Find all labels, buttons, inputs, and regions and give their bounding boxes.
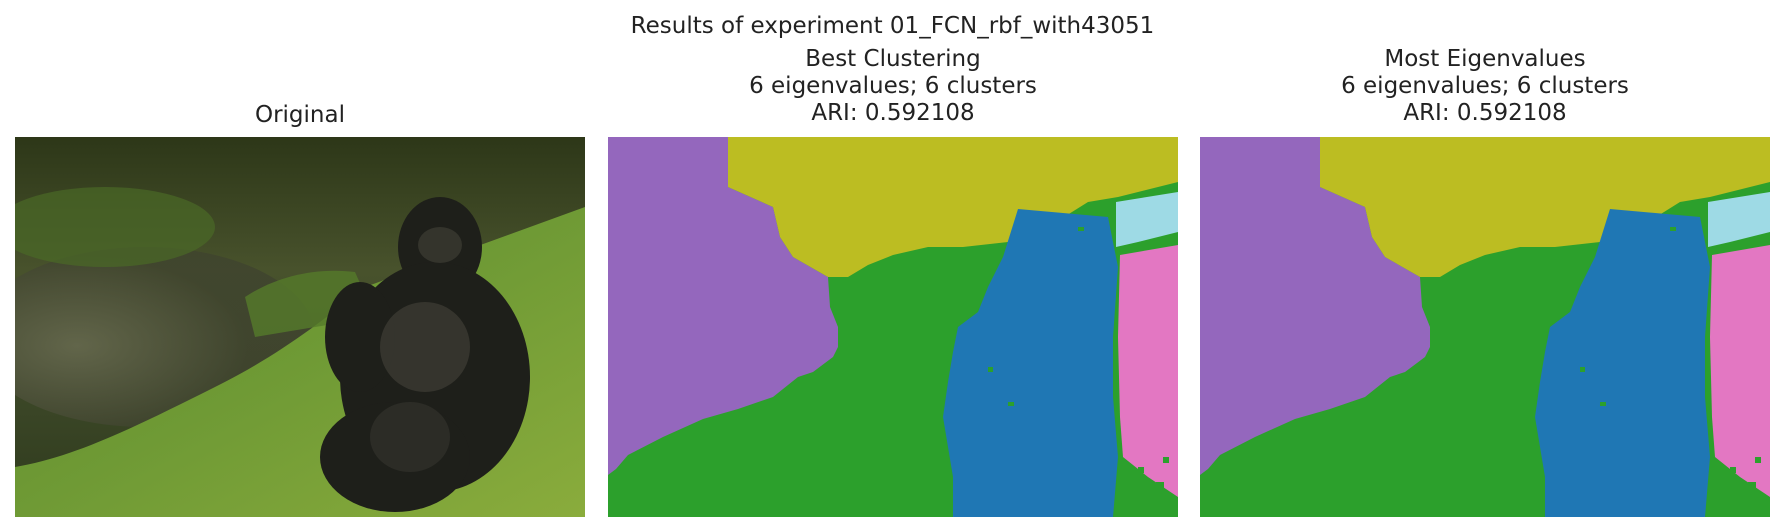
- panel-best-title-line-3: ARI: 0.592108: [811, 100, 975, 126]
- panel-best-title-line-1: Best Clustering: [805, 46, 981, 72]
- panel-most-title-line-2: 6 eigenvalues; 6 clusters: [1341, 73, 1629, 99]
- panel-best-title: Best Clustering 6 eigenvalues; 6 cluster…: [608, 46, 1178, 127]
- best-clustering-segmentation: [608, 137, 1178, 517]
- panel-most-title-line-1: Most Eigenvalues: [1384, 46, 1586, 72]
- cluster-blue: [943, 209, 1118, 517]
- panel-original-title-line: Original: [254, 102, 345, 128]
- original-photo: [15, 137, 585, 517]
- most-eigenvalues-segmentation: [1200, 137, 1770, 517]
- speckle-green: [1580, 227, 1761, 492]
- panel-most-image: [1200, 137, 1770, 517]
- panel-original-image: [15, 137, 585, 517]
- panel-most-title: Most Eigenvalues 6 eigenvalues; 6 cluste…: [1200, 46, 1770, 127]
- panel-most-title-line-3: ARI: 0.592108: [1403, 100, 1567, 126]
- panel-original-title: Original: [15, 102, 585, 129]
- cluster-pink: [1118, 245, 1178, 497]
- panel-best-image: [608, 137, 1178, 517]
- cluster-purple: [608, 137, 838, 475]
- figure-suptitle: Results of experiment 01_FCN_rbf_with430…: [630, 13, 1155, 39]
- speckle-green: [988, 227, 1169, 492]
- panel-best-title-line-2: 6 eigenvalues; 6 clusters: [749, 73, 1037, 99]
- cluster-purple: [1200, 137, 1430, 475]
- cluster-olive: [1320, 137, 1770, 277]
- cluster-cyan: [1708, 192, 1770, 247]
- cluster-cyan: [1116, 192, 1178, 247]
- cluster-blue: [1535, 209, 1710, 517]
- cluster-pink: [1710, 245, 1770, 497]
- cluster-olive: [728, 137, 1178, 277]
